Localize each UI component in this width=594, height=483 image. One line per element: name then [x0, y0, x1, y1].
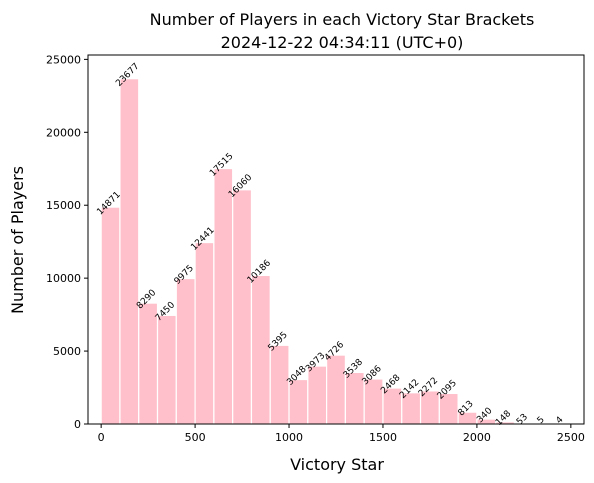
histogram-bar [194, 241, 215, 425]
y-tick-label: 15000 [46, 199, 81, 212]
bars-group [100, 78, 572, 425]
y-axis-ticks: 0 5000 10000 15000 20000 25000 [46, 53, 88, 431]
x-tick-label: 1000 [275, 431, 303, 444]
histogram-bar [156, 314, 177, 425]
histogram-bar [175, 277, 196, 425]
bar-value-label: 148 [494, 409, 513, 428]
plot-frame [87, 54, 585, 425]
x-tick-label: 0 [98, 431, 105, 444]
histogram-bar [119, 78, 140, 425]
histogram-bar [250, 274, 271, 425]
histogram-bar [269, 344, 290, 425]
histogram-bar [100, 206, 121, 425]
x-tick-label: 500 [185, 431, 206, 444]
chart-title-line1: Number of Players in each Victory Star B… [150, 10, 535, 29]
bar-value-label: 4 [554, 415, 565, 426]
histogram-bar [213, 167, 234, 425]
y-tick-label: 25000 [46, 53, 81, 66]
histogram-bar [326, 354, 346, 425]
y-tick-label: 5000 [53, 345, 81, 358]
x-tick-label: 2000 [463, 431, 491, 444]
x-axis-label: Victory Star [290, 455, 384, 474]
histogram-bar [232, 189, 253, 425]
bar-value-label: 53 [515, 412, 530, 427]
x-tick-label: 2500 [557, 431, 585, 444]
y-axis-label: Number of Players [8, 166, 27, 314]
y-tick-label: 0 [74, 418, 81, 431]
chart-title-line2: 2024-12-22 04:34:11 (UTC+0) [221, 33, 464, 52]
x-axis-ticks: 0 500 1000 1500 2000 2500 [98, 424, 585, 444]
y-tick-label: 10000 [46, 272, 81, 285]
y-tick-label: 20000 [46, 126, 81, 139]
x-tick-label: 1500 [369, 431, 397, 444]
histogram-bar [138, 302, 159, 425]
bar-value-label: 5 [536, 415, 547, 426]
